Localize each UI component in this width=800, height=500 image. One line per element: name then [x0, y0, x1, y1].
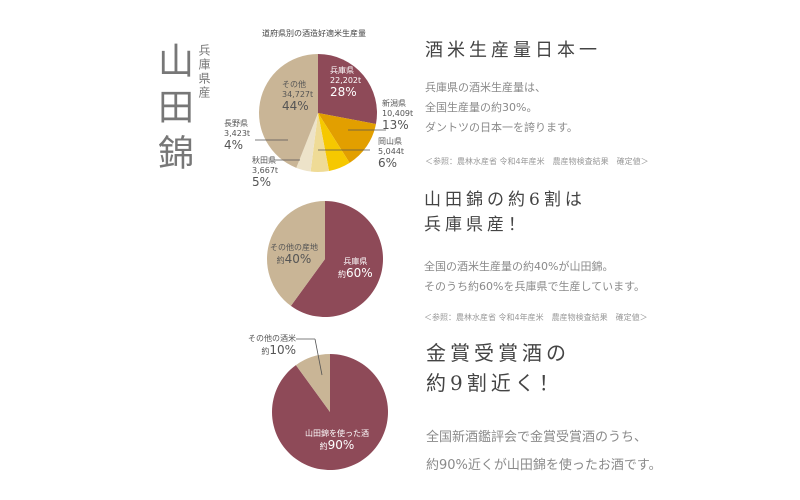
- label-percent: 4%: [224, 138, 244, 152]
- label-nagano: 長野県 3,423t 4%: [224, 119, 250, 152]
- body-line: 兵庫県の酒米生産量は、: [425, 81, 546, 94]
- heading-line: 約9割近く！: [426, 371, 563, 395]
- label-text: 兵庫県: [330, 66, 354, 75]
- label-niigata: 新潟県 10,409t 13%: [382, 99, 413, 132]
- section3-heading: 金賞受賞酒の 約9割近く！: [426, 338, 570, 398]
- section1-note: ＜参照：農林水産省 令和4年産米 農産物検査結果 確定値＞: [425, 157, 649, 166]
- label-percent: 10%: [269, 343, 296, 357]
- label-text: 兵庫県: [343, 257, 368, 266]
- pie-slice-0-4: [296, 113, 318, 172]
- label-amount: 3,423t: [224, 129, 251, 138]
- heading-line: 山田錦の約6割は: [424, 190, 586, 210]
- label-hyogo: 兵庫県 22,202t 28%: [330, 66, 361, 99]
- pie-slice-0-3: [310, 113, 330, 173]
- label-okayama: 岡山県 5,044t 6%: [378, 137, 404, 170]
- label-hyogo-60: 兵庫県約60%: [338, 257, 373, 280]
- label-text: 山田錦を使った酒: [305, 429, 369, 438]
- label-text: 長野県: [224, 119, 248, 128]
- pie-slice-0-5: [258, 54, 318, 168]
- body-line: 約90%近くが山田錦を使ったお酒です。: [426, 458, 662, 473]
- label-percent: 13%: [382, 118, 409, 132]
- pie-slice-2-0: [272, 354, 389, 471]
- heading-line: 兵庫県産！: [424, 215, 529, 235]
- label-percent: 44%: [282, 99, 309, 113]
- pie-slice-0-0: [318, 54, 377, 125]
- label-percent: 28%: [330, 85, 357, 99]
- pie-slice-1-1: [266, 201, 325, 306]
- label-text: その他の産地: [270, 243, 318, 252]
- label-percent: 6%: [378, 156, 398, 170]
- section2-body: 全国の酒米生産量の約40%が山田錦。 そのうち約60%を兵庫県で生産しています。: [424, 257, 645, 297]
- section2-note: ＜参照：農林水産省 令和4年産米 農産物検査結果 確定値＞: [424, 313, 648, 322]
- label-amount: 34,727t: [282, 90, 314, 99]
- label-text: 新潟県: [382, 99, 406, 108]
- pie-slice-0-2: [318, 113, 350, 171]
- label-amount: 3,667t: [252, 166, 279, 175]
- label-prefix: 約: [276, 256, 285, 265]
- label-akita: 秋田県 3,667t 5%: [252, 156, 278, 189]
- label-yamadanishiki-90: 山田錦を使った酒約90%: [305, 429, 369, 452]
- body-line: 全国新酒鑑評会で金賞受賞酒のうち、: [426, 430, 648, 445]
- label-other: その他 34,727t 44%: [282, 80, 313, 113]
- label-prefix: 約: [338, 270, 346, 279]
- chart1-title: 道府県別の酒造好適米生産量: [262, 29, 366, 38]
- label-prefix: 約: [319, 442, 328, 451]
- label-amount: 10,409t: [382, 109, 414, 118]
- section2-heading: 山田錦の約6割は 兵庫県産！: [424, 188, 586, 238]
- body-line: 全国生産量の約30%。: [425, 101, 538, 114]
- section1-heading: 酒米生産量日本一: [425, 40, 601, 61]
- label-prefix: 約: [261, 347, 270, 356]
- label-other-40: その他の産地約40%: [270, 243, 318, 266]
- label-text: 秋田県: [252, 156, 276, 165]
- label-amount: 22,202t: [330, 76, 362, 85]
- label-text: その他の酒米: [248, 334, 296, 343]
- side-title: 山田錦: [152, 42, 193, 180]
- leader-line: [314, 338, 323, 376]
- body-line: ダントツの日本一を誇ります。: [425, 121, 578, 134]
- label-text: 岡山県: [378, 137, 402, 146]
- section1-body: 兵庫県の酒米生産量は、 全国生産量の約30%。 ダントツの日本一を誇ります。: [425, 78, 578, 138]
- side-subtitle: 兵庫県産: [197, 44, 211, 100]
- label-amount: 5,044t: [378, 147, 405, 156]
- label-other-10: その他の酒米約10%: [236, 334, 296, 357]
- pie-slice-1-0: [290, 201, 383, 317]
- heading-line: 金賞受賞酒の: [426, 341, 570, 365]
- body-line: そのうち約60%を兵庫県で生産しています。: [424, 280, 646, 293]
- body-line: 全国の酒米生産量の約40%が山田錦。: [424, 260, 614, 273]
- label-percent: 90%: [327, 438, 355, 452]
- label-text: その他: [282, 80, 306, 89]
- pie-slice-2-1: [295, 354, 330, 412]
- label-percent: 40%: [284, 252, 312, 266]
- section3-body: 全国新酒鑑評会で金賞受賞酒のうち、 約90%近くが山田錦を使ったお酒です。: [426, 424, 662, 480]
- label-percent: 5%: [252, 175, 272, 189]
- label-percent: 60%: [346, 266, 373, 280]
